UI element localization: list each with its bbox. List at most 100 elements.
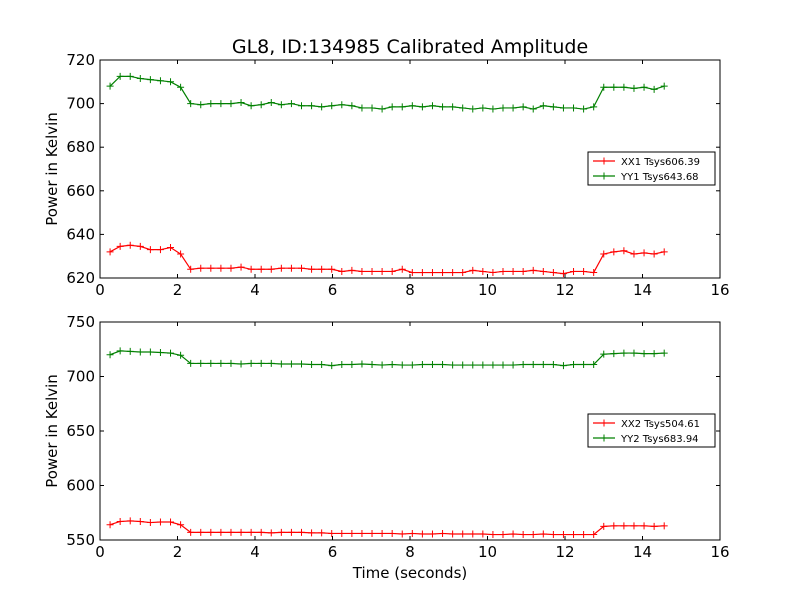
- data-point: [126, 241, 134, 249]
- data-point: [428, 530, 436, 538]
- data-point: [368, 104, 376, 112]
- data-point: [308, 361, 316, 369]
- data-point: [640, 350, 648, 358]
- data-point: [318, 103, 326, 111]
- data-point: [418, 361, 426, 369]
- data-point: [610, 350, 618, 358]
- data-point: [398, 103, 406, 111]
- data-point: [378, 267, 386, 275]
- data-point: [277, 264, 285, 272]
- x-tick-label: 8: [405, 281, 415, 299]
- data-point: [449, 103, 457, 111]
- data-point: [257, 101, 265, 109]
- data-point: [479, 104, 487, 112]
- data-point: [237, 360, 245, 368]
- y-tick-label: 600: [66, 477, 95, 495]
- data-point: [539, 102, 547, 110]
- data-point: [489, 269, 497, 277]
- x-tick-label: 16: [710, 543, 729, 561]
- data-point: [489, 361, 497, 369]
- data-point: [418, 530, 426, 538]
- data-point: [519, 361, 527, 369]
- x-tick-label: 0: [95, 543, 105, 561]
- data-point: [499, 361, 507, 369]
- data-point: [650, 85, 658, 93]
- data-point: [509, 267, 517, 275]
- legend-frame: [587, 413, 716, 448]
- data-point: [469, 361, 477, 369]
- x-tick-label: 12: [555, 281, 574, 299]
- data-point: [308, 265, 316, 273]
- data-point: [428, 102, 436, 110]
- data-point: [479, 530, 487, 538]
- x-tick-label: 10: [478, 543, 497, 561]
- data-point: [237, 263, 245, 271]
- data-point: [358, 360, 366, 368]
- y-tick-label: 700: [66, 368, 95, 386]
- data-point: [388, 529, 396, 537]
- data-point: [660, 82, 668, 90]
- data-point: [287, 100, 295, 108]
- data-point: [267, 265, 275, 273]
- data-point: [549, 103, 557, 111]
- data-point: [620, 349, 628, 357]
- data-point: [539, 530, 547, 538]
- data-point: [146, 76, 154, 84]
- data-point: [338, 529, 346, 537]
- data-point: [650, 250, 658, 258]
- data-point: [580, 531, 588, 539]
- data-point: [116, 72, 124, 80]
- y-tick-label: 700: [66, 95, 95, 113]
- data-point: [267, 359, 275, 367]
- data-point: [277, 360, 285, 368]
- data-point: [328, 362, 336, 370]
- data-point: [167, 243, 175, 251]
- data-point: [187, 359, 195, 367]
- data-point: [257, 528, 265, 536]
- data-point: [348, 266, 356, 274]
- data-point: [167, 518, 175, 526]
- data-point: [247, 265, 255, 273]
- data-point: [237, 528, 245, 536]
- data-point: [287, 528, 295, 536]
- x-tick-label: 8: [405, 543, 415, 561]
- data-point: [590, 361, 598, 369]
- data-point: [197, 101, 205, 109]
- data-point: [167, 349, 175, 357]
- data-point: [358, 104, 366, 112]
- data-point: [600, 350, 608, 358]
- data-point: [499, 531, 507, 539]
- data-point: [549, 269, 557, 277]
- data-point: [177, 83, 185, 91]
- data-point: [570, 531, 578, 539]
- legend-entry: XX1 Tsys606.39: [621, 157, 700, 168]
- y-axis-label: Power in Kelvin: [43, 112, 61, 226]
- data-point: [620, 247, 628, 255]
- data-point: [549, 531, 557, 539]
- data-point: [489, 531, 497, 539]
- data-point: [378, 105, 386, 113]
- x-axis-label: Time (seconds): [352, 564, 468, 582]
- data-point: [640, 522, 648, 530]
- data-point: [449, 530, 457, 538]
- data-point: [298, 360, 305, 368]
- data-point: [197, 264, 205, 272]
- data-point: [519, 103, 527, 111]
- data-point: [328, 102, 336, 110]
- data-point: [207, 528, 215, 536]
- data-point: [156, 518, 164, 526]
- data-point: [136, 348, 144, 356]
- data-point: [247, 528, 255, 536]
- data-point: [398, 265, 406, 273]
- x-tick-label: 14: [633, 281, 652, 299]
- y-tick-label: 640: [66, 225, 95, 243]
- data-point: [439, 529, 447, 537]
- data-point: [136, 75, 144, 83]
- data-point: [469, 266, 477, 274]
- data-point: [177, 351, 185, 359]
- data-point: [539, 267, 547, 275]
- data-point: [610, 83, 618, 91]
- chart-panel: Power in Kelvin 0 2 4 6 8 10 12 14 16 550 600 650 700…: [43, 313, 730, 561]
- data-point: [177, 521, 185, 529]
